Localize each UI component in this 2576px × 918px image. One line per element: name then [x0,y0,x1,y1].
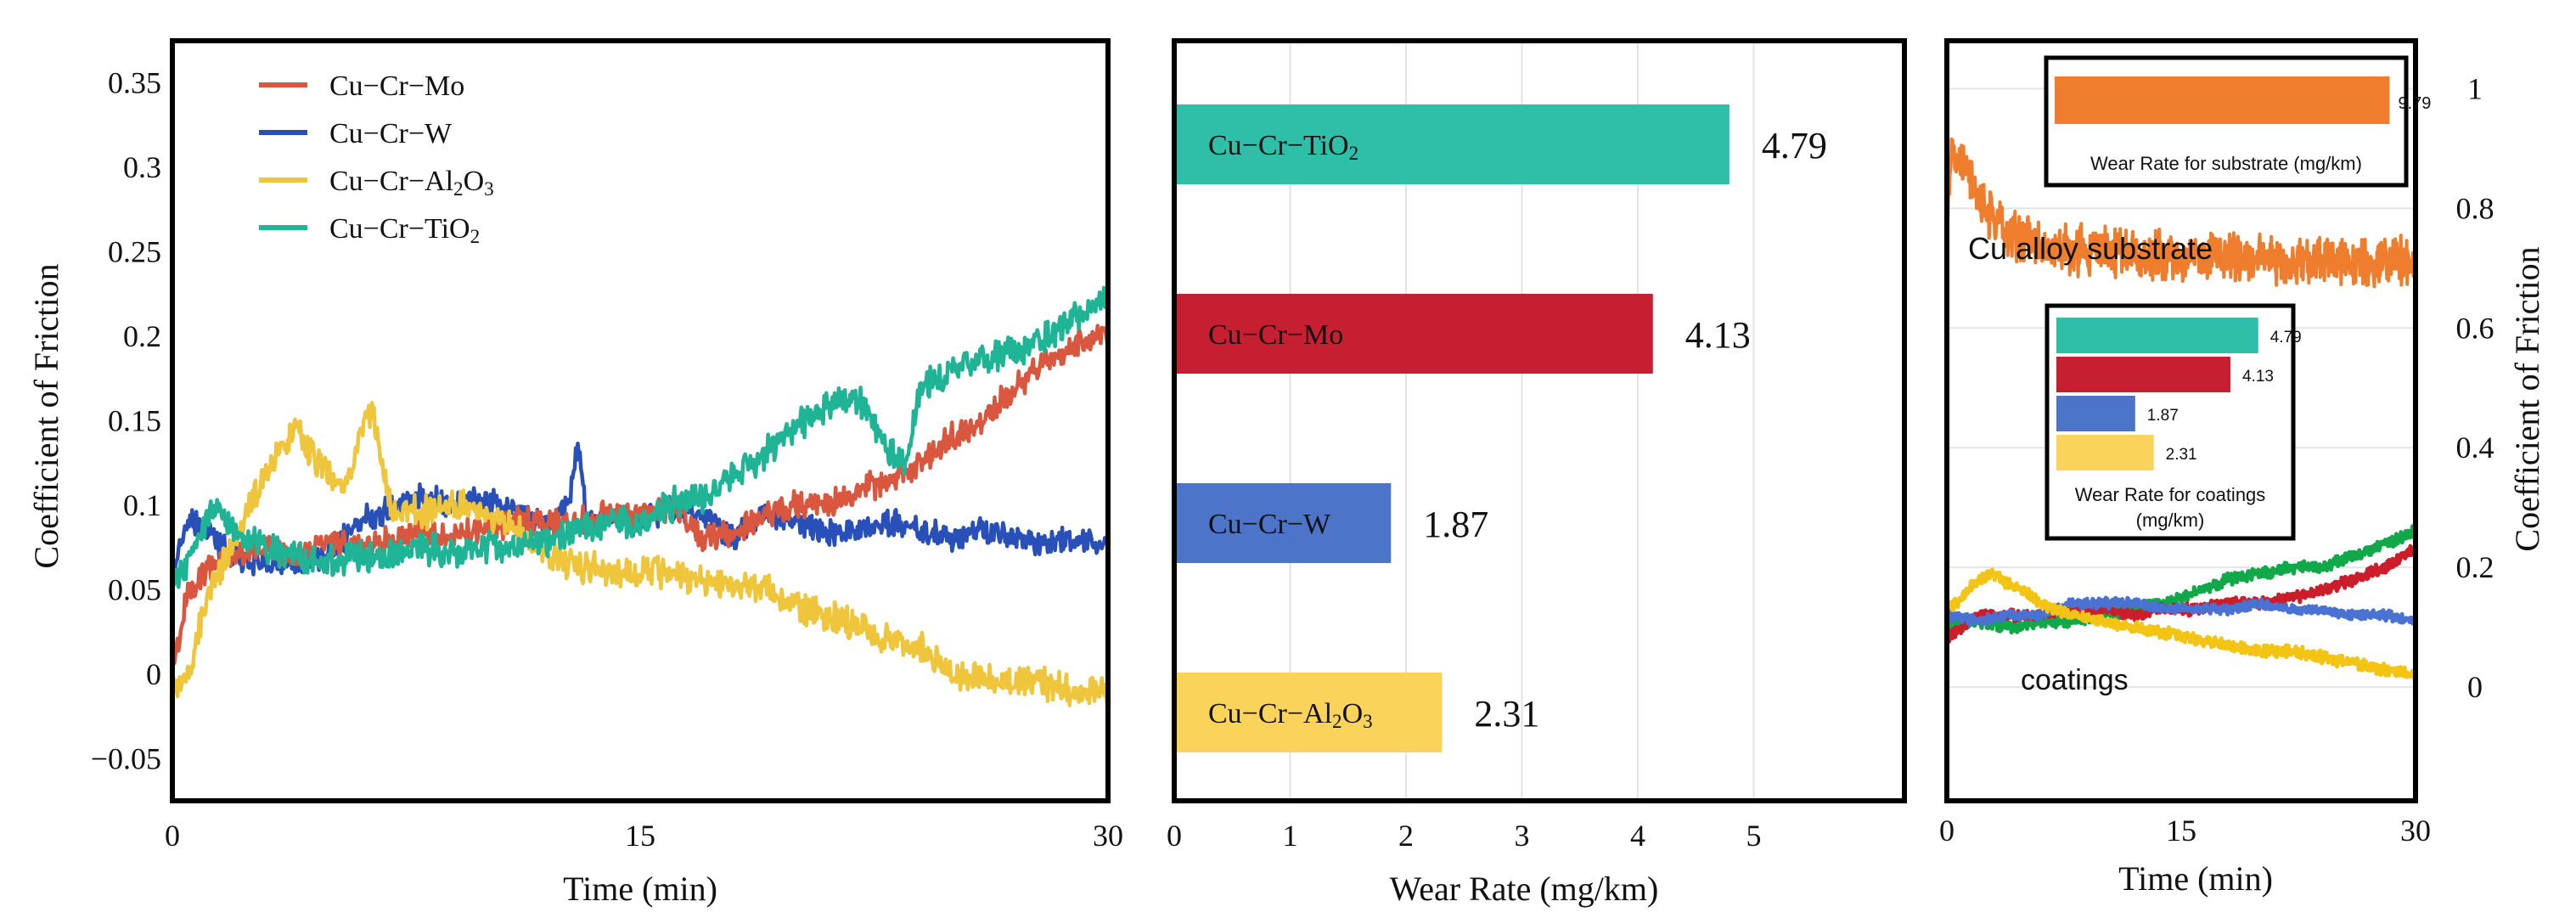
bar-category-label: Cu−Cr−W [1208,509,1331,540]
series-line-1 [1945,137,2417,289]
y-tick-label: 0.25 [108,235,161,269]
middle-plot-frame [1172,38,1907,803]
label-tail: O [1342,698,1364,729]
y-axis-label: Coefficient of Friction [2508,246,2546,551]
label-subscript: 2 [453,178,464,200]
label-subscript: 2 [1349,143,1359,165]
y-tick-label: 0 [146,657,161,691]
inset-substrate-wear-rate: 9.79 Wear Rate for substrate (mg/km) [2044,55,2431,188]
coatings-annotation: coatings [2021,664,2129,696]
series-line-2 [1944,524,2418,635]
y-tick-label: 0.3 [123,150,161,184]
x-tick-label: 1 [1283,819,1298,853]
y-tick-label: 0.1 [123,488,161,522]
right-plot-frame [1944,38,2418,803]
legend-label: Cu−Cr−TiO2 [329,213,480,248]
inset-bar-value: 9.79 [2398,94,2431,113]
y-tick-label: 0.05 [108,572,161,606]
legend-label: Cu−Cr−Al2O3 [329,166,494,200]
label-tail: O [464,166,485,197]
x-tick-label: 2 [1398,819,1414,853]
y-tick-label: 0.6 [2456,311,2494,345]
y-axis-label: Coefficient of Friction [27,263,65,568]
inset-coatings-wear-rate: 4.794.131.872.31 Wear Rate for coatings … [2044,303,2302,541]
x-tick-label: 0 [165,819,180,853]
label-main: Cu−Cr−W [329,118,453,149]
inset-bar-value: 2.31 [2166,446,2197,464]
label-main: Cu−Cr−Mo [329,70,464,102]
bar-category-label: Cu−Cr−TiO2 [1208,130,1358,165]
y-tick-label: 1 [2467,71,2483,105]
label-main: Cu−Cr−W [1208,509,1331,540]
inset-bar [2056,318,2258,353]
y-tick-label: 0.4 [2456,431,2494,465]
x-axis-label: Wear Rate (mg/km) [1390,870,1659,908]
x-tick-label: 3 [1515,819,1530,853]
x-tick-label: 0 [1939,814,1954,848]
label-main: Cu−Cr−Al [329,166,453,197]
x-axis-label: Time (min) [2118,859,2273,898]
bar-value-label: 2.31 [1474,693,1539,735]
series-line-5 [1944,567,2418,680]
label-main: Cu−Cr−Al [1208,698,1332,729]
legend-label: Cu−Cr−W [329,118,453,149]
x-tick-label: 0 [1167,819,1182,853]
left-plot-frame [170,38,1111,803]
inset-bar-value: 4.13 [2242,368,2274,386]
label-main: Cu−Cr−Mo [1208,319,1343,351]
bar-value-label: 4.13 [1685,314,1751,356]
label-subscript: 3 [1363,711,1373,733]
inset-substrate-title: Wear Rate for substrate (mg/km) [2090,153,2362,174]
inset-bar-value: 4.79 [2270,329,2302,346]
cof-chart-coatings: −0.05 0 0.05 0.1 0.15 0.2 0.25 0.3 0.35 0 15 30 Cu… [27,38,1123,908]
y-tick-label: 0.2 [123,319,161,353]
bar-category-label: Cu−Cr−Mo [1208,319,1343,351]
y-tick-label: 0.15 [108,404,161,438]
x-tick-label: 5 [1746,819,1762,853]
inset-bar [2055,76,2390,124]
x-axis-label: Time (min) [563,870,717,908]
series-line-4 [170,285,1111,601]
substrate-annotation: Cu alloy substrate [1968,231,2213,266]
y-tick-label: 0.8 [2456,191,2494,225]
inset-coatings-title-line1: Wear Rate for coatings [2075,484,2266,505]
x-tick-label: 15 [625,819,655,853]
inset-bar [2056,435,2154,470]
bar [1174,104,1730,184]
y-tick-label: 0.35 [108,66,161,100]
label-subscript: 3 [484,178,494,200]
x-tick-label: 4 [1630,819,1645,853]
inset-bar-value: 1.87 [2147,407,2179,425]
y-tick-label: −0.05 [91,741,161,775]
bar-category-label: Cu−Cr−Al2O3 [1208,698,1373,733]
label-main: Cu−Cr−TiO [1208,130,1349,161]
x-tick-label: 30 [2400,814,2431,848]
label-subscript: 2 [1332,711,1342,733]
legend-label: Cu−Cr−Mo [329,70,464,102]
series-line-3 [171,401,1111,707]
y-tick-label: 0.2 [2456,550,2494,584]
bar [1174,483,1392,563]
x-tick-label: 30 [1093,819,1123,853]
cof-chart-substrate-vs-coatings: Cu alloy substrate coatings 9.79 Wear Ra… [1939,38,2546,898]
inset-bar [2056,396,2135,431]
series-line-4 [1944,595,2418,628]
label-subscript: 2 [470,226,481,248]
label-main: Cu−Cr−TiO [329,213,470,245]
bar [1174,673,1443,752]
x-tick-label: 15 [2166,814,2196,848]
series-line-1 [170,324,1111,680]
inset-coatings-title-line2: (mg/km) [2136,510,2205,531]
inset-bar [2056,357,2230,392]
bar [1174,294,1653,374]
bar-value-label: 4.79 [1762,125,1827,166]
y-tick-label: 0 [2467,670,2483,704]
bar-value-label: 1.87 [1423,504,1488,545]
